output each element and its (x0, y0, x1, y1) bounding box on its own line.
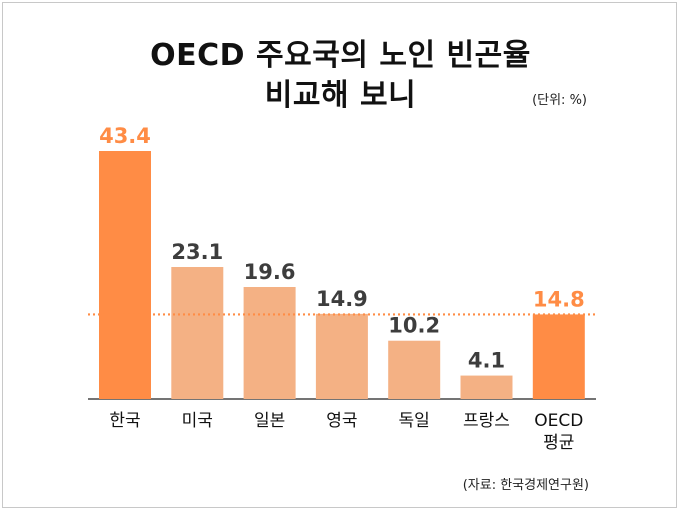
bar (315, 313, 368, 399)
value-label: 14.8 (533, 287, 585, 311)
bar (243, 287, 296, 399)
bar (532, 314, 585, 399)
chart-title-line1: OECD 주요국의 노인 빈곤율 (150, 38, 531, 73)
bar (460, 375, 513, 399)
value-label: 10.2 (388, 314, 440, 338)
chart-title-line2: 비교해 보니 (264, 78, 417, 113)
unit-label: (단위: %) (532, 93, 587, 108)
category-label: 평균 (543, 433, 574, 453)
category-label: OECD (534, 411, 583, 431)
category-label: 독일 (399, 411, 430, 431)
category-label: 미국 (182, 411, 213, 431)
source-label: (자료: 한국경제연구원) (462, 478, 589, 493)
category-label: 한국 (109, 411, 140, 431)
bar (99, 151, 151, 399)
value-label: 43.4 (99, 124, 151, 148)
value-label: 23.1 (171, 240, 223, 264)
value-label: 14.9 (316, 287, 368, 311)
value-label: 19.6 (244, 260, 296, 284)
bar (171, 267, 224, 399)
category-label: 일본 (254, 411, 285, 431)
category-label: 프랑스 (463, 411, 510, 431)
category-label: 영국 (326, 411, 357, 431)
bar (388, 340, 441, 399)
value-label: 4.1 (468, 349, 505, 373)
